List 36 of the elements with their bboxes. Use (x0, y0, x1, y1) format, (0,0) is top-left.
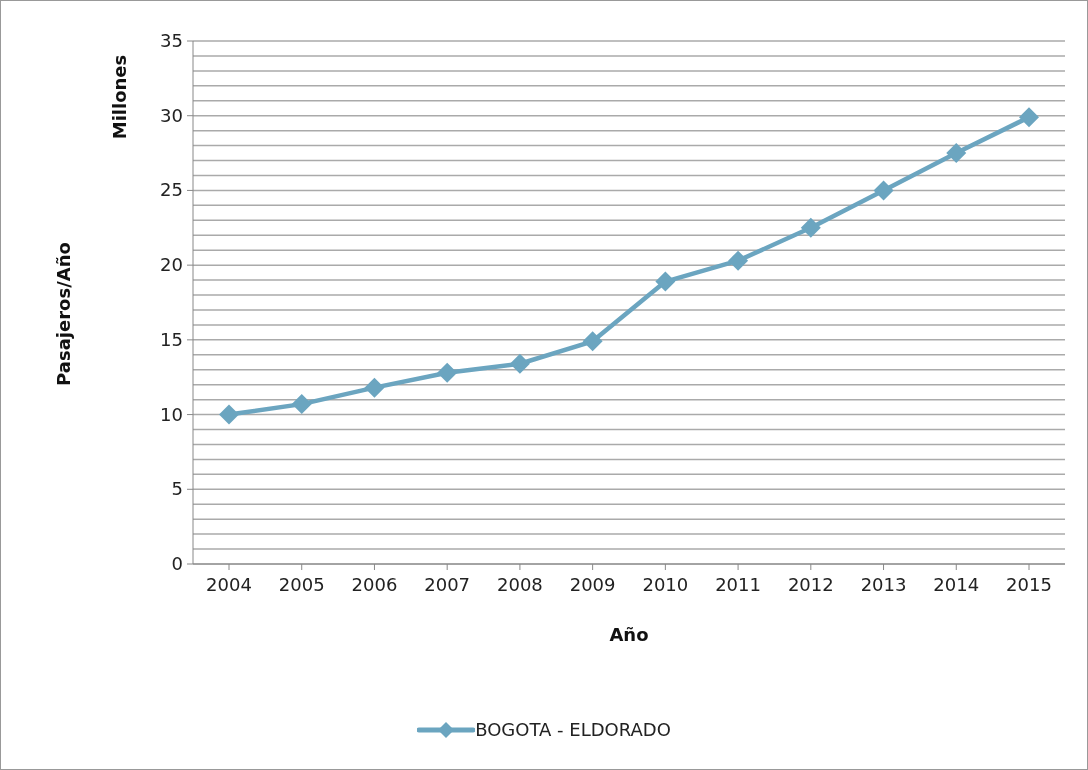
y-tick-label: 15 (160, 328, 183, 350)
x-tick-label: 2009 (569, 573, 616, 595)
x-axis-title: Año (609, 624, 649, 645)
x-tick-label: 2014 (933, 573, 980, 595)
point (219, 404, 239, 425)
point (364, 377, 385, 398)
point (728, 250, 749, 271)
text: Millones (108, 54, 130, 140)
y-tick-label: 30 (160, 104, 183, 126)
x-tick-label: 2007 (424, 573, 471, 595)
y-tick-label: 0 (171, 553, 183, 574)
x-tick-label: 2015 (1006, 573, 1052, 595)
x-tick-label: 2008 (497, 573, 543, 595)
x-tick-label: 2012 (787, 573, 834, 595)
y-tick-label: 10 (160, 403, 183, 425)
x-tick-label: 2004 (206, 573, 252, 595)
x-tick-label: 2006 (351, 573, 398, 595)
point (655, 271, 676, 292)
x-tick-label: 2011 (715, 573, 761, 595)
y-tick-label: 35 (160, 30, 183, 51)
y-axis-title: Pasajeros/Año (52, 242, 74, 386)
x-tick-label: 2005 (278, 573, 325, 595)
y-tick-label: 5 (171, 478, 183, 500)
point (437, 362, 458, 383)
point (582, 331, 603, 352)
point (800, 217, 821, 238)
y-tick-label: 25 (160, 179, 183, 201)
point (873, 180, 894, 201)
x-tick-label: 2013 (860, 573, 907, 595)
point (509, 353, 530, 374)
y-tick-label: 20 (160, 254, 183, 276)
point (291, 394, 312, 415)
point (946, 143, 967, 164)
x-tick-label: 2010 (642, 573, 689, 595)
point (1019, 107, 1039, 128)
legend-label: BOGOTA - ELDORADO (475, 719, 671, 740)
